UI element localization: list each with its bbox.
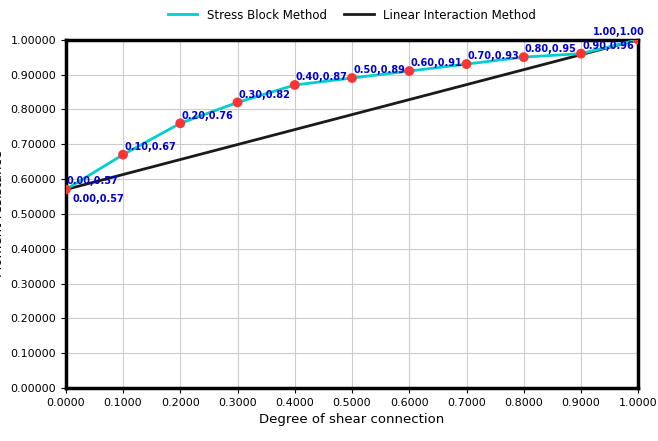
Stress Block Method xyxy=(291,82,299,88)
Stress Block Method xyxy=(62,187,70,192)
Text: 0.60,0.91: 0.60,0.91 xyxy=(411,58,462,68)
Stress Block Method xyxy=(634,37,642,42)
Line: Stress Block Method: Stress Block Method xyxy=(66,40,638,190)
Point xyxy=(519,54,529,61)
Text: 0.20,0.76: 0.20,0.76 xyxy=(182,111,233,120)
Point xyxy=(633,36,644,43)
Stress Block Method xyxy=(176,121,184,126)
Point xyxy=(461,60,472,67)
Point xyxy=(232,99,243,106)
Point xyxy=(175,120,186,127)
Stress Block Method xyxy=(348,75,356,81)
Text: 0.00,0.57: 0.00,0.57 xyxy=(67,176,118,186)
Stress Block Method xyxy=(234,100,241,105)
Stress Block Method xyxy=(119,152,127,157)
Stress Block Method xyxy=(577,51,585,56)
Y-axis label: Moment resistance: Moment resistance xyxy=(0,150,5,277)
Text: 0.90,0.96: 0.90,0.96 xyxy=(582,41,634,51)
Point xyxy=(118,151,128,158)
Legend: Stress Block Method, Linear Interaction Method: Stress Block Method, Linear Interaction … xyxy=(163,4,541,26)
Text: 0.50,0.89: 0.50,0.89 xyxy=(353,65,405,75)
Stress Block Method xyxy=(463,61,470,67)
Text: 0.70,0.93: 0.70,0.93 xyxy=(468,51,519,61)
Stress Block Method xyxy=(520,55,528,60)
Point xyxy=(404,67,415,75)
Point xyxy=(576,50,586,57)
Point xyxy=(290,82,300,89)
Text: 0.40,0.87: 0.40,0.87 xyxy=(296,72,348,82)
Text: 0.10,0.67: 0.10,0.67 xyxy=(124,142,176,152)
Point xyxy=(61,186,71,193)
Point xyxy=(347,75,357,82)
X-axis label: Degree of shear connection: Degree of shear connection xyxy=(259,413,445,426)
Text: 1.00,1.00: 1.00,1.00 xyxy=(592,27,644,37)
Stress Block Method xyxy=(405,68,413,74)
Text: 0.30,0.82: 0.30,0.82 xyxy=(239,90,291,100)
Text: 0.80,0.95: 0.80,0.95 xyxy=(525,45,577,54)
Text: 0.00,0.57: 0.00,0.57 xyxy=(72,194,124,204)
